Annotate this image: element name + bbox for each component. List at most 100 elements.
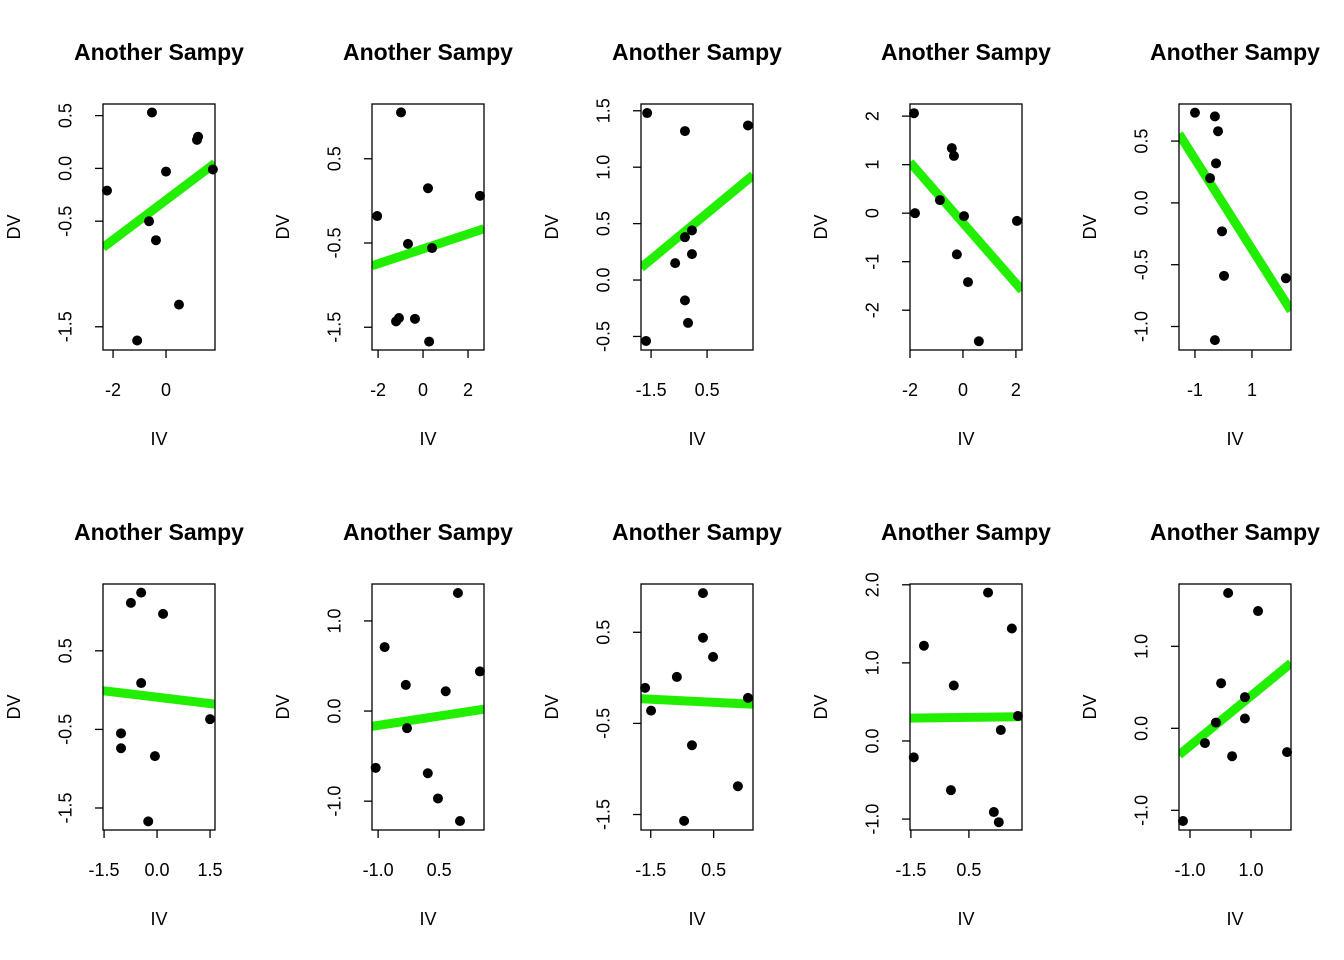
panel-title: Another Sampy [612,39,782,65]
point [1006,623,1017,634]
point [393,312,404,323]
point [686,740,697,751]
point [400,679,411,690]
x-tick-label: 0 [418,380,428,400]
fit-line [103,159,215,252]
panel: Another Sampy IV DV -1.5 0.0 1.5 0.5 -0.5 -1.5 [4,519,244,929]
point [136,587,147,598]
x-tick-label: -1.5 [895,860,926,880]
panel: Another Sampy IV DV -1.0 1.0 1.0 0.0 -1.0 [1080,519,1320,929]
y-tick-label: -1.0 [863,804,883,835]
plot-box [371,103,485,351]
x-tick-label: -1 [1187,380,1203,400]
x-tick-label: -2 [902,380,918,400]
point [1217,226,1228,237]
y-tick-label: -0.5 [56,206,76,237]
x-tick-label: -2 [370,380,386,400]
point [1239,692,1250,703]
fit-line [1179,659,1291,759]
point [934,195,945,206]
point [918,640,929,651]
point [679,295,690,306]
y-axis-label: DV [4,214,24,239]
point [454,815,465,826]
point [116,728,127,739]
point [1012,710,1023,721]
y-tick-label: 1 [863,160,883,170]
y-axis-label: DV [273,694,293,719]
plot-box [640,583,754,831]
panel-title: Another Sampy [74,519,244,545]
y-axis-label: DV [4,694,24,719]
fit-line [910,159,1022,294]
point [646,705,657,716]
panel-title: Another Sampy [881,39,1051,65]
y-tick-label: -0.5 [594,321,614,352]
point [679,126,690,137]
x-tick-label: -1.0 [1174,860,1205,880]
point [409,313,420,324]
point [642,108,653,119]
y-tick-label: -1.0 [1132,311,1152,342]
point [1213,126,1224,137]
fit-line [910,712,1022,723]
point [146,107,157,118]
point [1210,717,1221,728]
panel-title: Another Sampy [881,519,1051,545]
y-tick-label: -1.5 [56,311,76,342]
point [1209,335,1220,346]
y-tick-label: 0.5 [594,620,614,645]
point [697,588,708,599]
y-tick-label: 1.0 [1132,634,1152,659]
x-tick-label: -1.0 [363,860,394,880]
y-tick-label: -0.5 [56,714,76,745]
plot-box [371,583,485,831]
y-axis-label: DV [1080,214,1100,239]
x-axis-label: IV [1226,909,1243,929]
y-tick-label: -0.5 [1132,249,1152,280]
point [440,686,451,697]
point [1223,588,1234,599]
point [150,235,161,246]
point [1253,606,1264,617]
point [193,131,204,142]
y-axis-label: DV [542,214,562,239]
y-tick-label: 0.5 [56,638,76,663]
y-axis-label: DV [542,694,562,719]
point [474,666,485,677]
y-tick-label: 1.0 [594,155,614,180]
panel: Another Sampy IV DV -1.5 0.5 0.5 -0.5 -1.5 [542,519,782,929]
point [136,678,147,689]
y-tick-label: -1.5 [325,312,345,343]
y-tick-label: 0.0 [1132,716,1152,741]
point [908,752,919,763]
y-tick-label: 0.5 [1132,129,1152,154]
point [683,317,694,328]
x-tick-label: 0.5 [956,860,981,880]
fit-line [372,704,484,731]
x-axis-label: IV [150,909,167,929]
y-tick-label: -1.5 [594,799,614,830]
point [670,258,681,269]
point [945,785,956,796]
point [697,632,708,643]
y-tick-label: -1.5 [56,792,76,823]
point [173,299,184,310]
point [132,335,143,346]
fit-line [641,694,753,709]
point [144,216,155,227]
point [101,185,112,196]
point [910,208,921,219]
y-tick-label: 1.0 [863,650,883,675]
x-tick-label: 2 [1011,380,1021,400]
point [427,243,438,254]
point [1239,713,1250,724]
point [679,815,690,826]
point [125,597,136,608]
point [908,108,919,119]
plot-box [102,103,216,351]
y-tick-label: 0 [863,208,883,218]
x-axis-label: IV [150,429,167,449]
point [679,232,690,243]
point [742,692,753,703]
